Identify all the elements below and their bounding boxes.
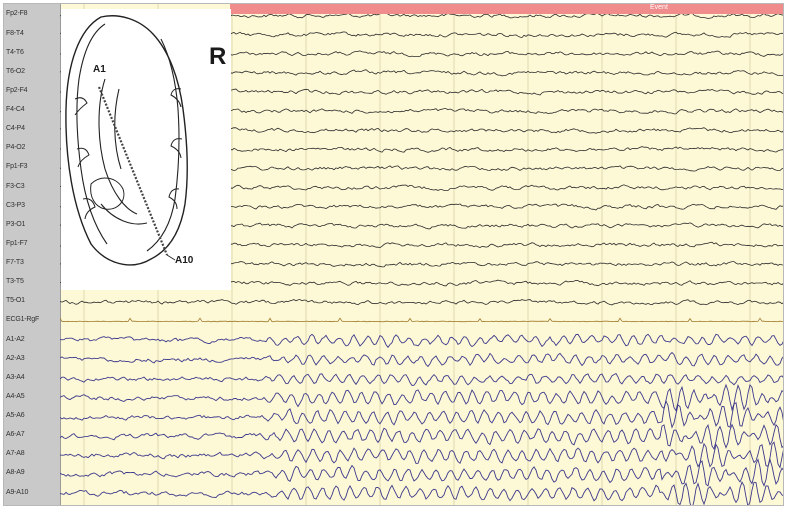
eeg-channel-trace [60,372,783,386]
temporal-lobe-structures [98,78,148,225]
channel-label: T4-T6 [6,48,24,56]
channel-label: T5-O1 [6,297,25,305]
brain-cortex-gyri [76,23,180,252]
hippocampus-contour [90,177,125,210]
channel-label: C3-P3 [6,201,25,209]
channel-label: A4-A5 [6,392,25,400]
channel-label: A5-A6 [6,412,25,420]
eeg-channel-trace [60,399,783,429]
channel-label: A1-A2 [6,335,25,343]
channel-label: ECG1-RgF [6,316,40,324]
brain-diagram-inset: A1 A10 R [61,9,231,290]
channel-label: P4-O2 [6,144,26,152]
eeg-channel-trace [60,351,783,368]
eeg-channel-trace [60,457,783,487]
channel-label: Fp1-F7 [6,239,28,247]
channel-label: F3-C3 [6,182,25,190]
channel-label: F8-T4 [6,29,24,37]
eeg-channel-trace [60,480,783,505]
channel-label-column: Fp2-F8 F8-T4 T4-T6 T6-O2 Fp2-F4 F4-C4 C4-P4 P4-… [4,4,61,505]
depth-electrode-track [97,86,169,256]
event-marker-text: Event [650,4,668,11]
eeg-channel-trace [60,441,783,469]
brain-axial-drawing [65,15,188,266]
brain-gyri-folds-left [74,97,96,220]
electrode-tip-leader [166,254,176,261]
channel-label: C4-P4 [6,125,25,133]
channel-label: A6-A7 [6,431,25,439]
channel-label: F7-T3 [6,259,24,267]
channel-label: A7-A8 [6,450,25,458]
eeg-channel-trace [60,383,783,412]
seizure-event-marker-bar: Event [230,4,783,14]
electrode-label-a10: A10 [175,255,194,266]
channel-label: A3-A4 [6,373,25,381]
channel-label: Fp1-F3 [6,163,28,171]
brain-outer-contour [65,15,188,266]
channel-label: Fp2-F8 [6,10,28,18]
channel-label: T6-O2 [6,67,25,75]
channel-label: T3-T5 [6,278,24,286]
eeg-viewer: Fp2-F8 F8-T4 T4-T6 T6-O2 Fp2-F4 F4-C4 C4-P4 P4-… [3,3,784,506]
eeg-channel-trace [60,299,783,306]
side-marker-right: R [209,43,227,70]
eeg-channel-trace [60,317,783,323]
electrode-label-a1: A1 [93,64,106,75]
eeg-channel-trace [60,333,783,349]
eeg-channel-trace [60,423,783,450]
channel-label: F4-C4 [6,106,25,114]
channel-label: A8-A9 [6,469,25,477]
channel-label: P3-O1 [6,220,26,228]
channel-label: Fp2-F4 [6,86,28,94]
channel-label: A9-A10 [6,488,29,496]
channel-label: A2-A3 [6,354,25,362]
brain-gyri-folds-right [168,88,183,210]
